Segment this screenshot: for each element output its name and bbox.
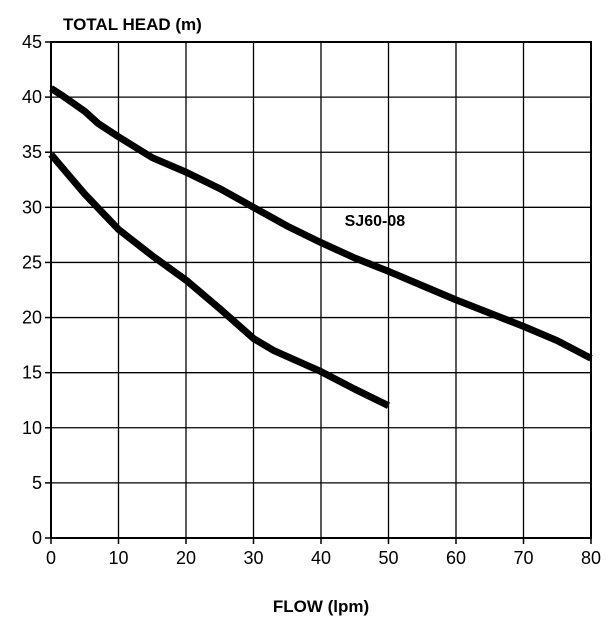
x-tick-label: 20 — [176, 548, 196, 568]
y-tick-label: 30 — [22, 197, 42, 217]
curves — [48, 85, 593, 409]
gridlines — [50, 41, 592, 539]
x-tick-label: 70 — [513, 548, 533, 568]
y-tick-label: 25 — [22, 252, 42, 272]
x-tick-label: 50 — [378, 548, 398, 568]
y-tick-label: 15 — [22, 363, 42, 383]
axis-ticks: 0 10 20 30 40 50 60 70 80 0 5 10 15 20 25 30 35 40 45 — [22, 32, 601, 568]
x-tick-label: 80 — [581, 548, 601, 568]
x-axis-title: FLOW (lpm) — [273, 597, 369, 616]
series-line-1 — [49, 85, 593, 362]
y-tick-label: 5 — [32, 473, 42, 493]
y-tick-label: 20 — [22, 308, 42, 328]
x-tick-label: 10 — [108, 548, 128, 568]
y-axis-title: TOTAL HEAD (m) — [63, 15, 202, 34]
series-line-2 — [48, 152, 391, 409]
x-tick-label: 0 — [46, 548, 56, 568]
x-tick-label: 40 — [311, 548, 331, 568]
curve-annotation-label: SJ60-08 — [345, 213, 406, 230]
annotations: SJ60-08 — [345, 213, 406, 230]
x-tick-label: 60 — [446, 548, 466, 568]
y-tick-label: 45 — [22, 32, 42, 52]
y-tick-label: 35 — [22, 142, 42, 162]
y-tick-label: 0 — [32, 528, 42, 548]
x-tick-label: 30 — [243, 548, 263, 568]
y-tick-label: 10 — [22, 418, 42, 438]
y-tick-label: 40 — [22, 87, 42, 107]
